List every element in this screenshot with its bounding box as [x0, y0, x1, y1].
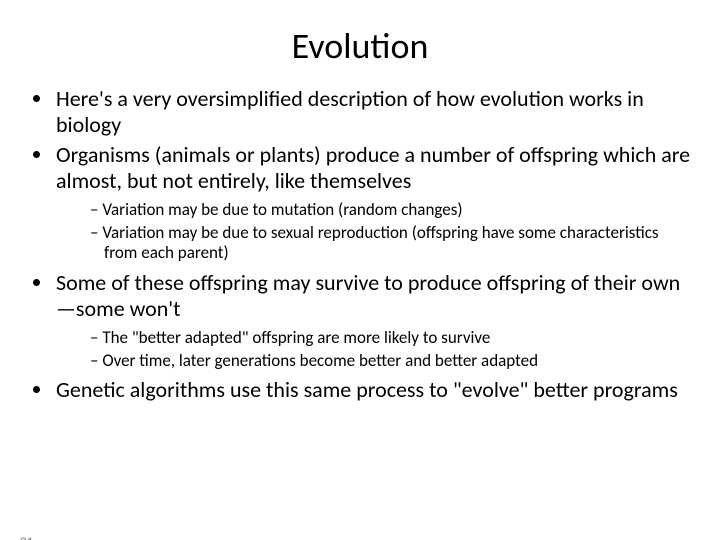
slide-title: Evolution [0, 24, 720, 68]
bullet-text: Organisms (animals or plants) produce a … [56, 141, 690, 194]
bullet-item: Here's a very oversimplified description… [54, 86, 692, 138]
sub-bullet-item: Over time, later generations become bett… [90, 351, 692, 372]
sub-bullet-item: The "better adapted" offspring are more … [90, 328, 692, 349]
slide: Evolution Here's a very oversimplified d… [0, 24, 720, 540]
bullet-item: Some of these offspring may survive to p… [54, 270, 692, 371]
sub-bullet-item: Variation may be due to sexual reproduct… [90, 223, 692, 264]
sub-bullet-list: Variation may be due to mutation (random… [56, 200, 692, 264]
sub-bullet-text: Variation may be due to mutation (random… [102, 199, 462, 220]
sub-bullet-text: The "better adapted" offspring are more … [102, 327, 490, 348]
bullet-text: Genetic algorithms use this same process… [56, 376, 678, 403]
bullet-text: Here's a very oversimplified description… [56, 85, 644, 138]
page-number: 21 [20, 535, 33, 540]
bullet-item: Genetic algorithms use this same process… [54, 377, 692, 403]
slide-body: Here's a very oversimplified description… [0, 86, 720, 403]
sub-bullet-text: Over time, later generations become bett… [102, 350, 538, 371]
bullet-list: Here's a very oversimplified description… [28, 86, 692, 403]
sub-bullet-list: The "better adapted" offspring are more … [56, 328, 692, 371]
sub-bullet-item: Variation may be due to mutation (random… [90, 200, 692, 221]
bullet-item: Organisms (animals or plants) produce a … [54, 142, 692, 264]
sub-bullet-text: Variation may be due to sexual reproduct… [102, 222, 658, 264]
bullet-text: Some of these offspring may survive to p… [56, 269, 680, 322]
